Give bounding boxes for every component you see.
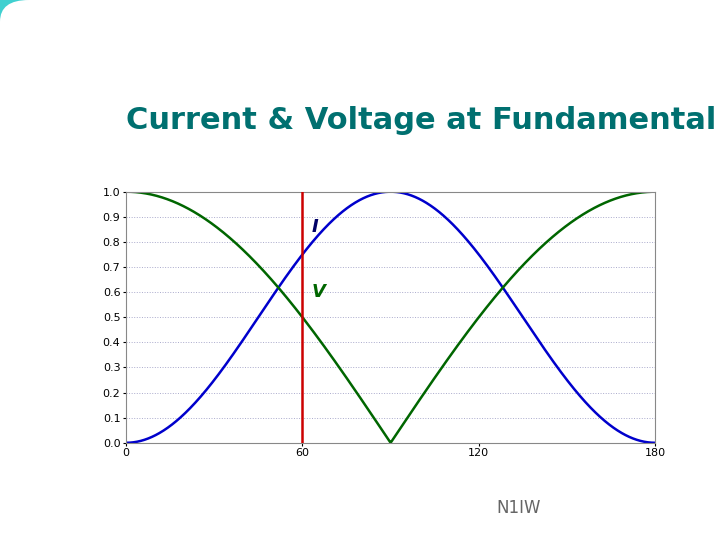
Text: Current & Voltage at Fundamental: Current & Voltage at Fundamental xyxy=(126,106,716,135)
Text: I: I xyxy=(311,218,318,236)
Text: V: V xyxy=(311,283,325,301)
Text: N1IW: N1IW xyxy=(496,498,541,517)
Bar xyxy=(205,0,720,540)
Bar xyxy=(0,62,205,540)
